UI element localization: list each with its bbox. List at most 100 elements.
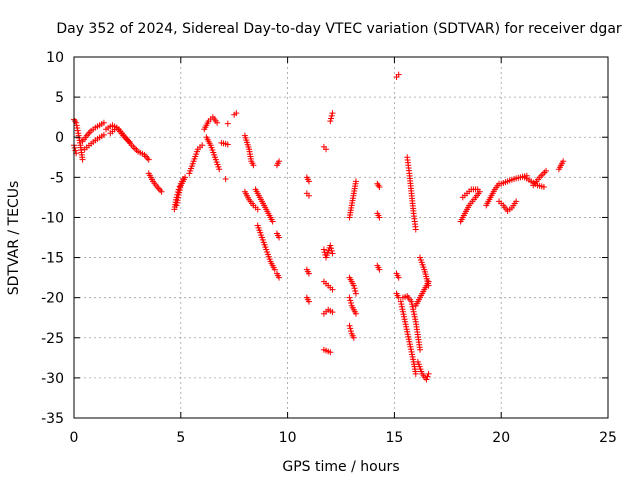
series-segment-12	[218, 139, 231, 148]
data-point	[351, 285, 358, 292]
y-tick-label: 10	[46, 50, 64, 66]
x-tick-label: 10	[279, 430, 297, 446]
data-point	[216, 166, 223, 173]
series-segment-53	[498, 172, 530, 187]
data-point	[269, 218, 276, 225]
series-segment-20	[273, 158, 283, 169]
x-tick-label: 25	[599, 430, 617, 446]
plot-frame	[73, 56, 609, 419]
data-point	[174, 199, 181, 206]
data-point	[100, 131, 107, 138]
data-point	[408, 298, 415, 305]
series-segment-47	[417, 254, 432, 289]
data-point	[74, 127, 81, 134]
data-point	[350, 282, 357, 289]
data-point	[327, 242, 334, 249]
data-point	[398, 303, 405, 310]
y-axis-ticks: -35 -30 -25 -20 -15 -10 -5 0 5 10	[41, 50, 608, 427]
data-point	[254, 206, 261, 213]
data-point	[327, 118, 334, 125]
x-tick-label: 20	[492, 430, 510, 446]
series-segment-41	[393, 270, 402, 281]
chart-title: Day 352 of 2024, Sidereal Day-to-day VTE…	[56, 21, 622, 37]
data-point	[412, 370, 419, 377]
y-tick-label: -25	[41, 331, 64, 347]
series-segment-27	[320, 143, 330, 153]
y-axis-title: SDTVAR / TECUs	[6, 181, 22, 296]
series-segment-34	[346, 274, 359, 297]
data-point	[412, 226, 419, 233]
data-point	[305, 178, 312, 185]
data-series	[71, 71, 567, 383]
y-tick-label: -15	[41, 251, 64, 267]
data-point	[407, 346, 414, 353]
y-tick-label: 0	[55, 130, 64, 146]
series-segment-52	[496, 198, 520, 215]
x-axis-ticks: 0 5 10 15 20 25	[70, 57, 617, 446]
series-segment-19	[254, 222, 278, 273]
data-point	[400, 311, 407, 318]
series-segment-30	[320, 278, 336, 293]
x-tick-label: 5	[176, 430, 185, 446]
data-point	[323, 146, 330, 153]
data-point	[376, 266, 383, 273]
series-segment-5	[107, 124, 133, 146]
data-point	[425, 370, 432, 377]
series-segment-13	[222, 175, 229, 182]
data-point	[347, 325, 354, 332]
data-point	[79, 156, 86, 163]
data-point	[126, 139, 133, 146]
data-point	[233, 110, 240, 117]
series-segment-44	[397, 298, 419, 377]
data-point	[397, 298, 404, 305]
data-point	[328, 245, 335, 252]
data-point	[214, 119, 221, 126]
data-point	[329, 309, 336, 316]
series-segment-24	[303, 190, 312, 199]
series-segment-3	[81, 131, 107, 153]
series-segment-2	[79, 119, 107, 145]
data-point	[158, 188, 165, 195]
data-point	[224, 141, 231, 148]
series-segment-28	[327, 110, 336, 125]
data-point	[404, 331, 411, 338]
series-segment-32	[320, 346, 334, 356]
series-segment-38	[374, 210, 383, 221]
data-point	[328, 112, 335, 119]
data-point	[376, 214, 383, 221]
series-segment-36	[346, 322, 357, 341]
data-point	[199, 142, 206, 149]
data-point	[329, 110, 336, 117]
data-point	[406, 341, 413, 348]
data-point	[409, 301, 416, 308]
data-point	[409, 353, 416, 360]
series-segment-35	[346, 294, 359, 317]
data-point	[395, 71, 402, 78]
data-point	[276, 234, 283, 241]
data-point	[329, 250, 336, 257]
data-point	[401, 316, 408, 323]
data-point	[73, 122, 80, 129]
series-segment-31	[320, 306, 336, 317]
data-point	[328, 247, 335, 254]
data-point	[250, 162, 257, 169]
data-point	[329, 286, 336, 293]
data-point	[346, 294, 353, 301]
data-point	[406, 338, 413, 345]
data-point	[513, 198, 520, 205]
data-point	[352, 290, 359, 297]
data-point	[417, 346, 424, 353]
series-segment-40	[393, 71, 402, 81]
data-point	[410, 306, 417, 313]
data-point	[408, 348, 415, 355]
y-tick-label: -10	[41, 210, 64, 226]
data-point	[540, 183, 547, 190]
data-point	[423, 376, 430, 383]
x-tick-label: 15	[385, 430, 403, 446]
series-segment-6	[145, 170, 165, 195]
data-point	[173, 202, 180, 209]
data-point	[271, 266, 278, 273]
series-segment-23	[303, 174, 312, 185]
data-point	[409, 303, 416, 310]
